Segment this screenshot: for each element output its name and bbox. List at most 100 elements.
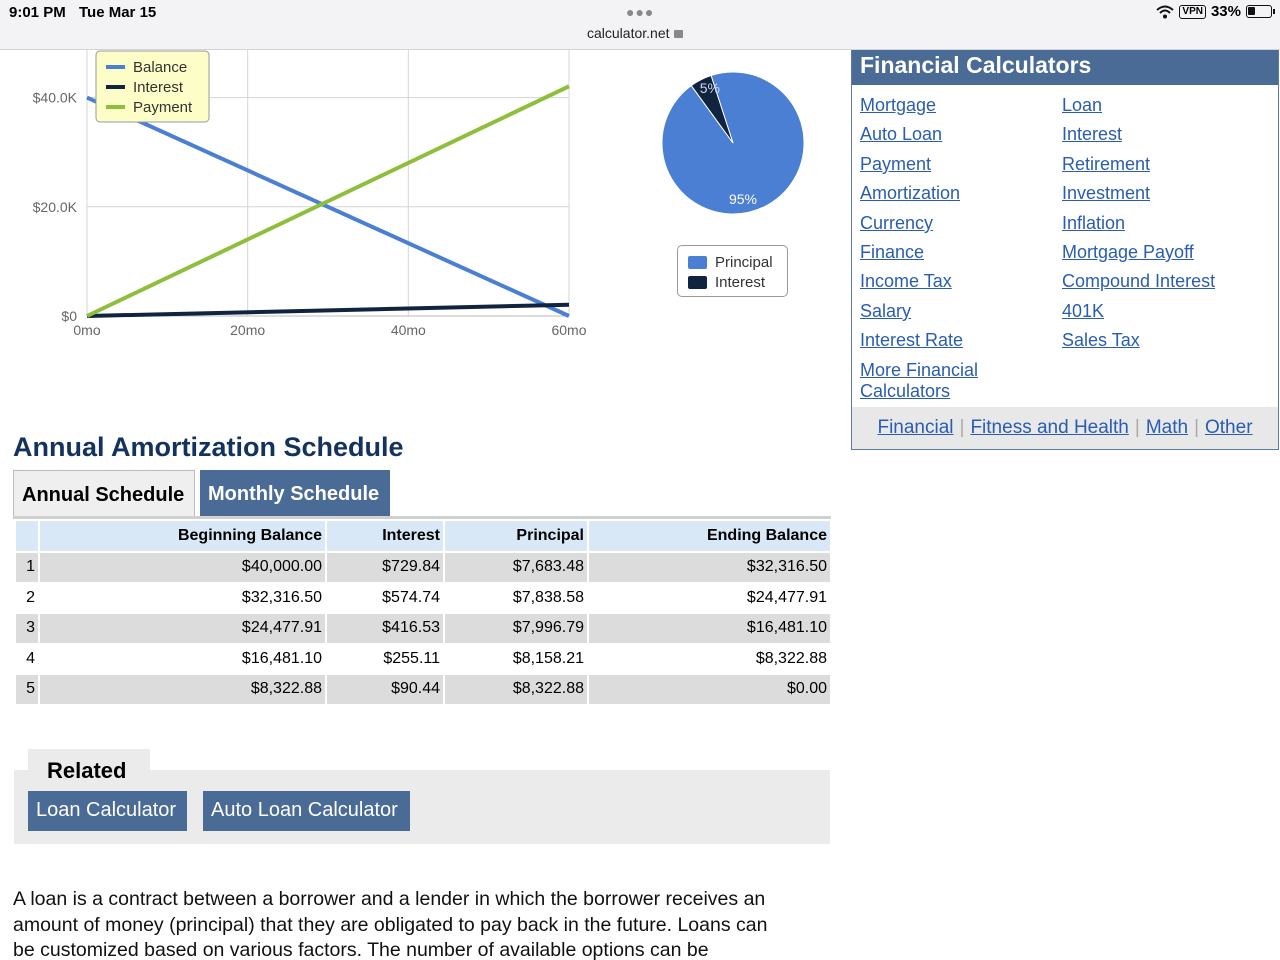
cell-interest: $90.44	[327, 675, 443, 704]
loan-description: A loan is a contract between a borrower …	[13, 887, 823, 960]
legend-label-interest: Interest	[715, 273, 766, 291]
cell-beginning-balance: $8,322.88	[40, 675, 325, 704]
legend-label-payment: Payment	[133, 99, 193, 116]
cell-interest: $574.74	[327, 583, 443, 612]
y-tick-label: $20.0K	[33, 199, 78, 215]
related-title: Related	[28, 749, 150, 783]
x-tick-label: 40mo	[391, 322, 426, 338]
table-row: 5 $8,322.88 $90.44 $8,322.88 $0.00	[16, 675, 830, 704]
financial-calculators-links: Mortgage Auto Loan Payment Amortization …	[852, 85, 1278, 405]
address-bar[interactable]: calculator.net	[587, 25, 683, 41]
series-line-interest	[86, 302, 570, 318]
column-header-year	[16, 521, 38, 551]
link-inflation[interactable]: Inflation	[1062, 213, 1126, 233]
legend-interest: Interest	[688, 272, 787, 292]
legend-label-balance: Balance	[133, 59, 187, 76]
cell-beginning-balance: $24,477.91	[40, 614, 325, 643]
cell-ending-balance: $0.00	[589, 675, 830, 704]
category-other[interactable]: Other	[1205, 417, 1253, 438]
column-header-interest: Interest	[327, 521, 443, 551]
status-time: 9:01 PM	[9, 4, 66, 21]
tab-monthly-schedule[interactable]: Monthly Schedule	[200, 470, 390, 516]
pie-label-interest: 5%	[700, 80, 720, 96]
category-fitness-health[interactable]: Fitness and Health	[970, 417, 1129, 438]
x-tick-label: 60mo	[551, 322, 586, 338]
vpn-badge: VPN	[1179, 4, 1206, 19]
link-interest[interactable]: Interest	[1062, 124, 1123, 144]
pie-label-principal: 95%	[729, 191, 757, 207]
cell-ending-balance: $16,481.10	[589, 614, 830, 643]
column-header-beginning-balance: Beginning Balance	[40, 521, 325, 551]
tab-annual-schedule[interactable]: Annual Schedule	[13, 470, 195, 516]
lock-icon	[673, 30, 683, 38]
cell-principal: $8,322.88	[445, 675, 587, 704]
financial-calculators-panel: Financial Calculators Mortgage Auto Loan…	[851, 40, 1279, 450]
status-indicators: VPN 33%	[1156, 3, 1275, 20]
link-sales-tax[interactable]: Sales Tax	[1062, 330, 1140, 350]
category-financial[interactable]: Financial	[877, 417, 954, 438]
legend-swatch-interest	[688, 275, 707, 289]
paragraph-line: A loan is a contract between a borrower …	[13, 888, 766, 910]
link-payment[interactable]: Payment	[860, 154, 932, 174]
paragraph-line: amount of money (principal) that they ar…	[13, 913, 768, 936]
cell-interest: $729.84	[327, 553, 443, 582]
series-line-payment	[86, 84, 570, 318]
table-row: 4 $16,481.10 $255.11 $8,158.21 $8,322.88	[16, 644, 830, 673]
auto-loan-calculator-button[interactable]: Auto Loan Calculator	[203, 791, 410, 831]
cell-ending-balance: $32,316.50	[589, 553, 830, 582]
tab-dots-icon[interactable]: ●●●	[626, 4, 655, 20]
legend-label-principal: Principal	[715, 253, 773, 271]
link-currency[interactable]: Currency	[860, 213, 934, 233]
column-header-ending-balance: Ending Balance	[589, 521, 830, 551]
amortization-table: Beginning Balance Interest Principal End…	[14, 519, 832, 706]
schedule-title: Annual Amortization Schedule	[13, 432, 404, 462]
cell-year: 4	[16, 644, 38, 673]
cell-interest: $416.53	[327, 614, 443, 643]
link-finance[interactable]: Finance	[860, 242, 925, 262]
link-auto-loan[interactable]: Auto Loan	[860, 124, 943, 144]
breakdown-pie-chart: 95% 5%	[661, 71, 805, 215]
paragraph-line: be customized based on various factors. …	[13, 939, 709, 960]
cell-beginning-balance: $16,481.10	[40, 644, 325, 673]
link-mortgage[interactable]: Mortgage	[860, 95, 937, 115]
category-math[interactable]: Math	[1145, 417, 1189, 438]
loan-calculator-button[interactable]: Loan Calculator	[28, 791, 187, 831]
table-row: 1 $40,000.00 $729.84 $7,683.48 $32,316.5…	[16, 553, 830, 582]
tab-divider	[13, 516, 831, 519]
separator: |	[959, 417, 965, 438]
link-more-financial-calculators[interactable]: Calculators	[860, 381, 951, 401]
link-interest-rate[interactable]: Interest Rate	[860, 330, 964, 350]
table-row: 2 $32,316.50 $574.74 $7,838.58 $24,477.9…	[16, 583, 830, 612]
cell-year: 5	[16, 675, 38, 704]
pie-slice-interest	[690, 74, 734, 144]
link-mortgage-payoff[interactable]: Mortgage Payoff	[1062, 242, 1194, 262]
legend-swatch-principal	[688, 255, 707, 269]
legend-label-interest: Interest	[133, 79, 184, 96]
status-date: Tue Mar 15	[79, 4, 157, 21]
wifi-icon	[1156, 5, 1175, 18]
cell-ending-balance: $24,477.91	[589, 583, 830, 612]
link-more-financial[interactable]: More Financial	[860, 360, 979, 380]
cell-beginning-balance: $32,316.50	[40, 583, 325, 612]
y-tick-label: $40.0K	[33, 90, 78, 106]
cell-principal: $7,683.48	[445, 553, 587, 582]
status-bar: 9:01 PM Tue Mar 15 ●●● calculator.net VP…	[0, 0, 1280, 50]
link-loan[interactable]: Loan	[1062, 95, 1103, 115]
link-amortization[interactable]: Amortization	[860, 183, 961, 203]
separator: |	[1134, 417, 1140, 438]
x-tick-label: 20mo	[230, 322, 265, 338]
link-income-tax[interactable]: Income Tax	[860, 271, 952, 291]
cell-year: 1	[16, 553, 38, 582]
link-401k[interactable]: 401K	[1062, 301, 1105, 321]
balance-line-chart: 0mo20mo40mo60mo$0$20.0K$40.0K$60.0KBalan…	[33, 50, 587, 338]
cell-beginning-balance: $40,000.00	[40, 553, 325, 582]
series-line-balance	[86, 95, 570, 318]
battery-percent: 33%	[1210, 3, 1241, 20]
cell-year: 3	[16, 614, 38, 643]
link-retirement[interactable]: Retirement	[1062, 154, 1151, 174]
link-compound-interest[interactable]: Compound Interest	[1062, 271, 1216, 291]
separator: |	[1194, 417, 1199, 438]
legend-principal: Principal	[688, 252, 787, 272]
link-salary[interactable]: Salary	[860, 301, 912, 321]
link-investment[interactable]: Investment	[1062, 183, 1151, 203]
